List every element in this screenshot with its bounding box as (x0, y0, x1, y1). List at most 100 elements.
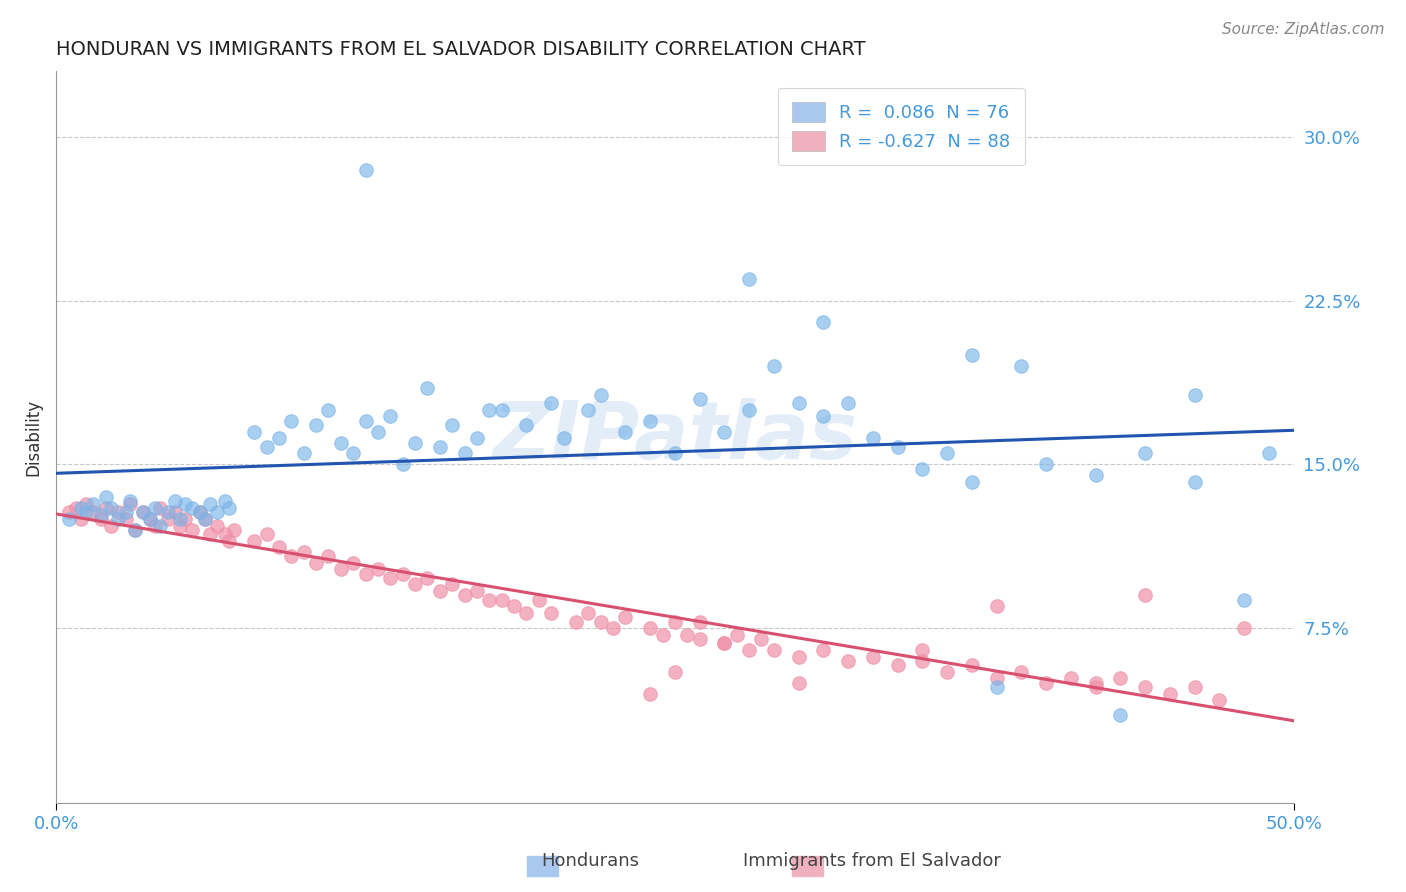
Point (416, 571, 439, 585)
Point (181, 523, 204, 537)
Point (205, 518, 228, 533)
Point (1184, 680, 1206, 694)
Y-axis label: Disability: Disability (24, 399, 42, 475)
Point (1084, 468, 1107, 483)
Point (318, 402, 340, 417)
Point (651, 628, 673, 642)
Point (404, 577, 426, 591)
Point (218, 501, 240, 516)
Point (738, 272, 761, 286)
Point (911, 461, 934, 475)
Point (280, 549, 302, 563)
Point (1109, 708, 1132, 723)
Point (478, 402, 501, 417)
Point (453, 588, 475, 602)
Point (886, 658, 908, 673)
Point (124, 523, 146, 537)
Point (751, 632, 773, 646)
Point (1233, 592, 1256, 607)
Point (198, 497, 221, 511)
Point (243, 533, 266, 548)
Point (960, 475, 983, 489)
Point (565, 615, 588, 629)
Point (188, 505, 211, 519)
Point (139, 512, 162, 526)
Point (689, 615, 711, 629)
Point (65, 501, 87, 516)
Point (174, 497, 197, 511)
Text: Hondurans: Hondurans (541, 852, 640, 870)
Point (90, 508, 112, 522)
Point (188, 505, 211, 519)
Point (267, 431, 290, 445)
Point (911, 654, 934, 668)
Legend: R =  0.086  N = 76, R = -0.627  N = 88: R = 0.086 N = 76, R = -0.627 N = 88 (778, 87, 1025, 165)
Point (404, 435, 426, 450)
Point (100, 501, 122, 516)
Point (214, 494, 236, 508)
Point (576, 402, 599, 417)
Point (380, 571, 402, 585)
Point (94, 501, 117, 516)
Point (318, 549, 340, 563)
Point (143, 501, 166, 516)
Point (1084, 680, 1107, 694)
Point (540, 396, 562, 410)
Point (70, 512, 93, 526)
Point (664, 446, 686, 460)
Point (224, 523, 246, 537)
Point (243, 425, 266, 439)
Point (664, 615, 686, 629)
Point (614, 425, 637, 439)
Point (813, 643, 835, 657)
Point (107, 512, 129, 526)
Point (1184, 387, 1206, 401)
Point (738, 402, 761, 417)
Point (305, 556, 328, 570)
Point (491, 402, 513, 417)
Point (960, 348, 983, 362)
Point (936, 665, 959, 679)
Point (329, 435, 352, 450)
Point (1257, 446, 1279, 460)
Point (453, 446, 475, 460)
Point (787, 675, 810, 690)
Point (292, 545, 315, 559)
Point (367, 425, 389, 439)
Point (58, 512, 80, 526)
Point (614, 610, 637, 624)
Point (1109, 671, 1132, 685)
Point (787, 649, 810, 664)
Point (139, 512, 162, 526)
Point (149, 501, 172, 516)
Point (1060, 671, 1083, 685)
Point (1208, 693, 1230, 707)
Point (391, 458, 413, 472)
Point (214, 527, 236, 541)
Point (174, 512, 197, 526)
Point (429, 584, 451, 599)
Point (638, 621, 661, 635)
Point (762, 643, 785, 657)
Point (354, 162, 377, 177)
Point (689, 392, 711, 406)
Point (75, 505, 97, 519)
Point (1035, 675, 1057, 690)
Point (515, 606, 537, 620)
Point (163, 494, 186, 508)
Point (1233, 621, 1256, 635)
Point (589, 387, 612, 401)
Point (1159, 687, 1181, 701)
Point (120, 497, 142, 511)
Point (986, 599, 1008, 614)
Point (107, 505, 129, 519)
Point (342, 446, 364, 460)
Point (181, 501, 204, 516)
Point (267, 541, 290, 555)
Point (156, 505, 179, 519)
Point (58, 505, 80, 519)
Point (638, 687, 661, 701)
Point (218, 533, 240, 548)
Point (602, 621, 624, 635)
Point (114, 505, 136, 519)
